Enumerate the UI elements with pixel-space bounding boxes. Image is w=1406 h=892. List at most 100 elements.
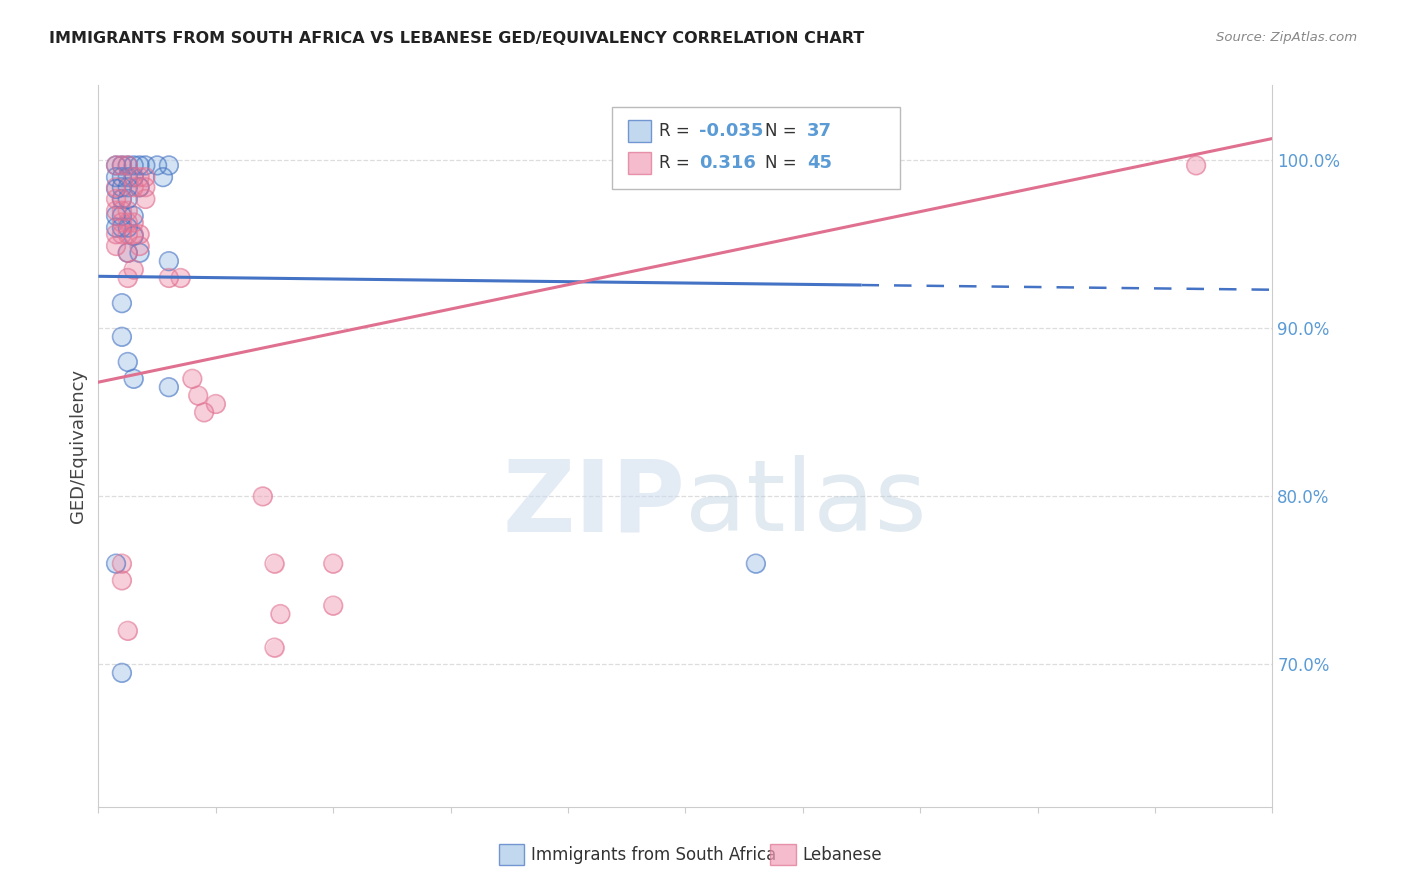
Point [105, 158, 128, 172]
Point [187, 388, 209, 402]
Point [111, 180, 134, 194]
Point [111, 209, 134, 223]
Point [111, 158, 134, 172]
Point [117, 192, 139, 206]
Point [122, 158, 145, 172]
Point [117, 220, 139, 235]
Point [146, 158, 169, 172]
Point [111, 192, 134, 206]
Text: N =: N = [765, 122, 801, 140]
Point [105, 203, 128, 218]
Point [111, 158, 134, 172]
Point [122, 180, 145, 194]
Point [105, 170, 128, 185]
Point [117, 170, 139, 185]
Point [105, 180, 128, 194]
Point [117, 271, 139, 285]
Point [117, 192, 139, 206]
Point [117, 215, 139, 229]
Point [111, 170, 134, 185]
Text: R =: R = [659, 122, 696, 140]
Point [157, 158, 180, 172]
Point [105, 239, 128, 253]
Point [122, 170, 145, 185]
Point [193, 405, 215, 419]
Point [205, 397, 228, 411]
Point [111, 203, 134, 218]
Point [745, 557, 768, 571]
Point [105, 182, 128, 196]
Point [117, 158, 139, 172]
Point [252, 490, 274, 504]
Point [111, 227, 134, 242]
Point [128, 170, 150, 185]
Point [134, 180, 156, 194]
Y-axis label: GED/Equivalency: GED/Equivalency [69, 369, 87, 523]
Point [122, 229, 145, 244]
Point [157, 380, 180, 394]
Point [117, 271, 139, 285]
Point [105, 209, 128, 223]
Point [152, 170, 174, 185]
Point [269, 607, 291, 621]
Point [105, 220, 128, 235]
Point [134, 158, 156, 172]
Point [1185, 158, 1208, 172]
Point [111, 227, 134, 242]
Point [117, 227, 139, 242]
Point [111, 574, 134, 588]
Point [122, 262, 145, 277]
Point [745, 557, 768, 571]
Point [105, 557, 128, 571]
Point [111, 557, 134, 571]
Point [322, 599, 344, 613]
Text: -0.035: -0.035 [699, 122, 763, 140]
Point [122, 170, 145, 185]
Point [111, 574, 134, 588]
Text: ZIP: ZIP [502, 455, 686, 552]
Point [111, 158, 134, 172]
Point [111, 665, 134, 680]
Point [117, 624, 139, 638]
Text: 45: 45 [807, 154, 832, 172]
Point [117, 355, 139, 369]
Point [187, 388, 209, 402]
Point [122, 180, 145, 194]
Point [122, 215, 145, 229]
Point [111, 192, 134, 206]
Point [128, 180, 150, 194]
Point [111, 209, 134, 223]
Point [122, 170, 145, 185]
Text: N =: N = [765, 154, 801, 172]
Point [105, 182, 128, 196]
Point [122, 372, 145, 386]
Point [134, 192, 156, 206]
Point [134, 158, 156, 172]
Text: Immigrants from South Africa: Immigrants from South Africa [531, 846, 776, 863]
Point [128, 239, 150, 253]
Point [122, 170, 145, 185]
Point [1185, 158, 1208, 172]
Text: atlas: atlas [686, 455, 927, 552]
Point [322, 557, 344, 571]
Point [111, 330, 134, 344]
Point [117, 245, 139, 260]
Point [105, 170, 128, 185]
Point [117, 227, 139, 242]
Point [105, 227, 128, 242]
Point [263, 557, 285, 571]
Point [128, 170, 150, 185]
Point [117, 220, 139, 235]
Point [128, 180, 150, 194]
Point [157, 271, 180, 285]
Point [111, 180, 134, 194]
Point [117, 245, 139, 260]
Point [105, 158, 128, 172]
Point [111, 203, 134, 218]
Point [122, 229, 145, 244]
Point [263, 557, 285, 571]
Point [122, 209, 145, 223]
Point [105, 158, 128, 172]
Point [128, 158, 150, 172]
Point [128, 245, 150, 260]
